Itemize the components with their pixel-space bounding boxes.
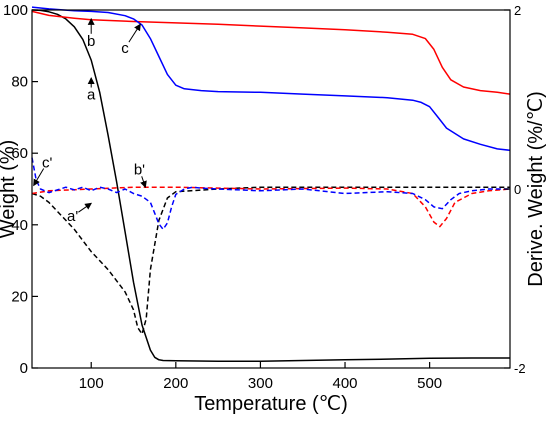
y-axis-label-left: Weight (%) [0,140,19,239]
annotation-arrow [78,202,93,213]
y-tick-label-right: 2 [514,3,521,18]
y-axis-label-right: Derive. Weight (%/℃) [525,91,547,286]
series-line-0 [31,9,510,362]
plot-area [31,6,511,362]
y-tick-label-left: 100 [3,2,28,19]
series-line-2 [31,6,511,152]
series-line-5 [31,157,510,231]
axes: 100 200 300 400 500 0 20 40 60 80 100 -2 0 2 [3,2,526,392]
annotation-label: b' [134,162,145,179]
y-tick-label-left: 20 [11,288,28,305]
x-tick-label: 300 [248,375,273,392]
x-tick-label: 100 [79,375,104,392]
annotation-label: b [87,33,95,50]
x-tick-label: 500 [417,375,442,392]
x-tick-label: 400 [333,375,358,392]
y-tick-label-right: -2 [514,361,526,376]
series-line-3 [31,186,510,335]
x-axis-label: Temperature (℃) [194,393,348,415]
annotation-label: c [121,40,129,57]
series-line-4 [31,186,511,228]
x-tick-label: 200 [163,375,188,392]
y-tick-label-left: 60 [11,145,28,162]
y-tick-label-left: 0 [20,360,28,377]
series-line-1 [31,10,511,95]
annotations: a b c a' b' c' [33,17,147,225]
annotation-arrow [128,23,141,43]
annotation-arrow [33,168,45,187]
y-tick-label-right: 0 [514,182,521,197]
annotation-label: a' [67,208,78,225]
annotation-label: c' [42,155,53,172]
y-tick-label-left: 80 [11,74,28,91]
y-tick-label-left: 40 [11,217,28,234]
annotation-label: a [87,87,96,104]
annotation-arrow [140,176,147,189]
plot-frame [31,9,511,369]
